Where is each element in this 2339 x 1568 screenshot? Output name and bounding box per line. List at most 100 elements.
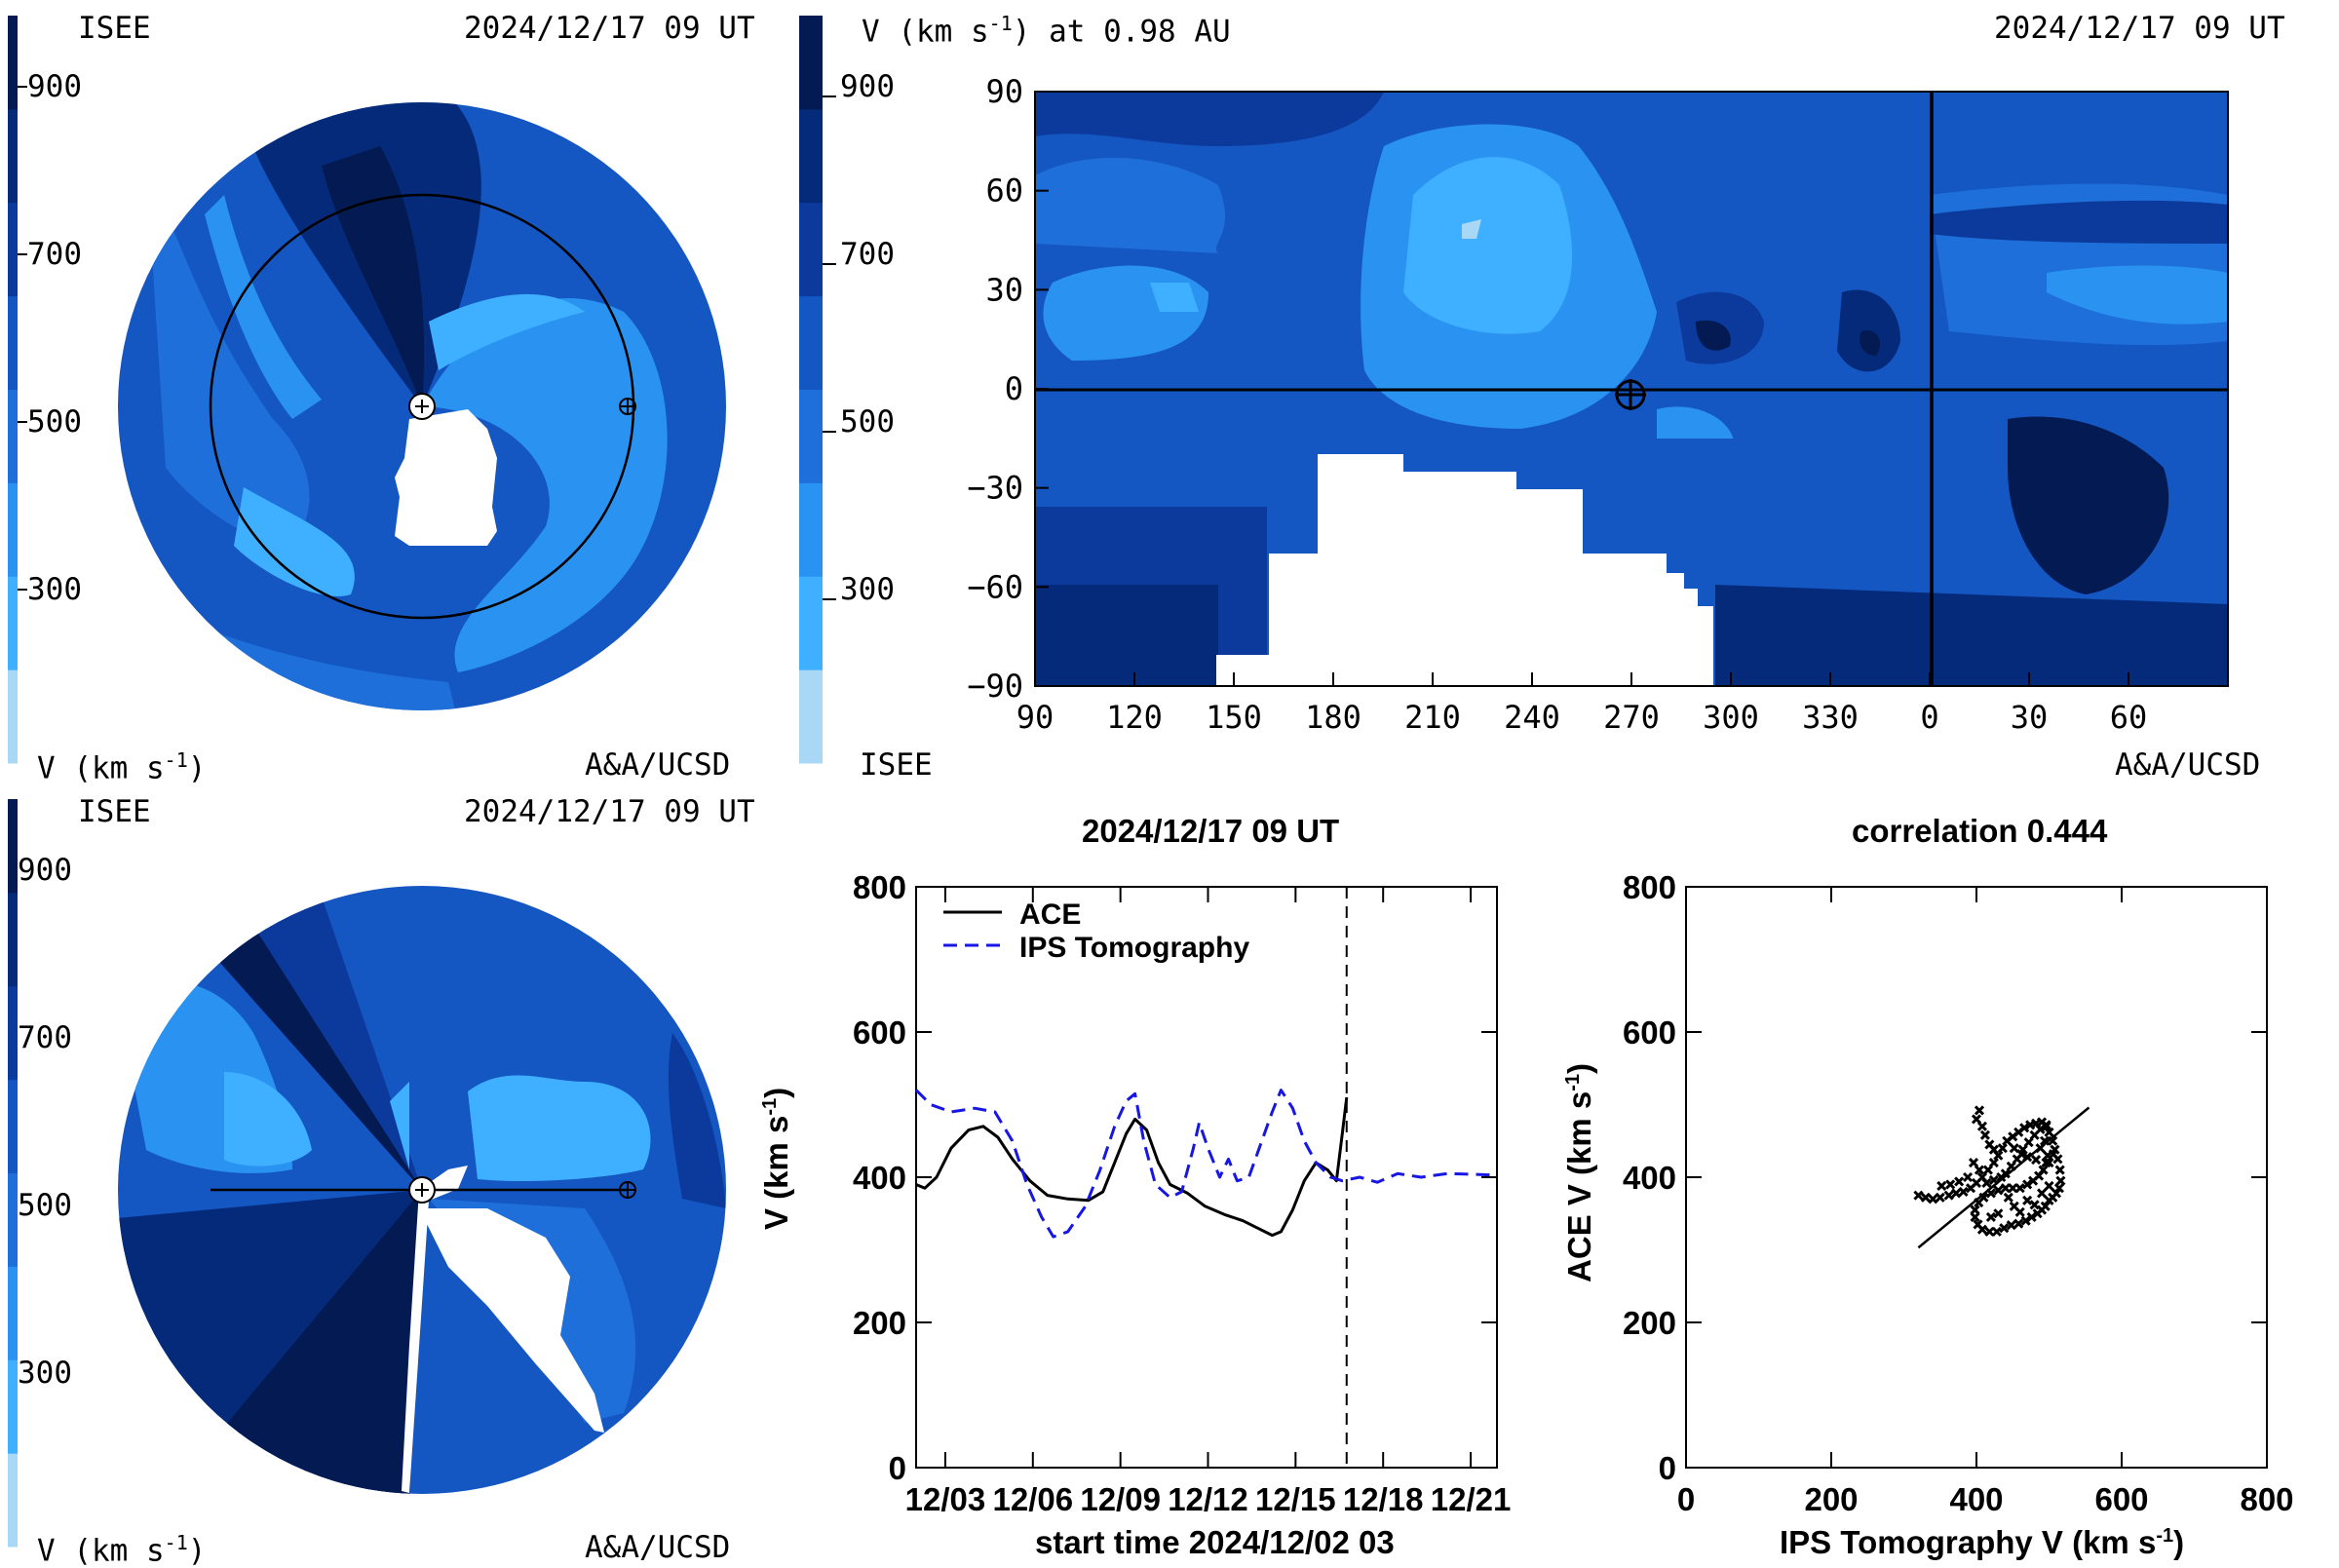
scatter-title: correlation 0.444 xyxy=(1852,813,2108,849)
x-tick-label: 12/15 xyxy=(1255,1481,1336,1517)
tick-mark xyxy=(18,589,27,591)
timeseries-series xyxy=(914,1089,1498,1239)
scatter-frame xyxy=(1685,886,2268,1469)
scatter-point xyxy=(1999,1223,2010,1234)
colorbar-tick-700: 700 xyxy=(27,237,82,272)
scatter-point xyxy=(2044,1158,2054,1168)
lon-tick-label: 210 xyxy=(1404,699,1461,736)
scatter-point xyxy=(2036,1188,2048,1199)
credit-label: A&A/UCSD xyxy=(585,1530,731,1565)
scatter-point xyxy=(1988,1174,1999,1186)
scatter-point xyxy=(1988,1158,1999,1168)
scatter-point xyxy=(2013,1218,2024,1229)
timeseries-xlabel: start time 2024/12/02 03 xyxy=(1035,1524,1395,1560)
org-label: ISEE xyxy=(78,11,151,46)
colorbar-segment xyxy=(8,295,18,390)
scatter-point xyxy=(1993,1208,2004,1219)
colorbar-segment xyxy=(8,669,18,764)
scatter-point xyxy=(2038,1165,2049,1175)
colorbar-segment xyxy=(8,389,18,483)
colorbar-tick-900: 900 xyxy=(27,69,82,104)
y-tick-label: 0 xyxy=(1659,1450,1676,1486)
colorbar-segment xyxy=(799,482,823,577)
timestamp-label: 2024/12/17 09 UT xyxy=(1994,11,2285,46)
scatter-point xyxy=(1974,1105,1985,1116)
lat-tick-label: 60 xyxy=(985,172,1023,210)
x-tick-label: 12/03 xyxy=(905,1481,986,1517)
contour-band xyxy=(1035,157,1226,253)
scatter-point xyxy=(1913,1190,1924,1201)
scatter-point xyxy=(2006,1161,2016,1171)
scatter-point xyxy=(2035,1124,2046,1134)
contour-band xyxy=(1403,157,1573,334)
scatter-point xyxy=(2020,1215,2031,1226)
scatter-point xyxy=(2048,1135,2058,1146)
scatter-point xyxy=(2012,1154,2022,1165)
latitude-ticks: 90 60 30 0 −30 −60 −90 xyxy=(967,73,1049,705)
scatter-point xyxy=(1988,1144,1999,1155)
org-label: ISEE xyxy=(78,794,151,829)
contour-band xyxy=(422,298,668,672)
legend-ace-label: ACE xyxy=(1019,899,1081,931)
scatter-point xyxy=(1945,1179,1956,1190)
scatter-point xyxy=(1993,1185,2004,1196)
y-tick-label: 200 xyxy=(1623,1305,1676,1341)
scatter-point xyxy=(2022,1195,2033,1205)
scatter-point xyxy=(2014,1206,2025,1217)
org-label: ISEE xyxy=(860,747,933,783)
y-tick-label: 800 xyxy=(853,869,906,905)
lon-tick-label: 180 xyxy=(1305,699,1361,736)
scatter-point xyxy=(2035,1143,2046,1154)
colorbar-segment xyxy=(799,669,823,764)
contour-band xyxy=(1035,585,1218,686)
x-tick-label: 12/06 xyxy=(993,1481,1074,1517)
colorbar-segment xyxy=(8,1079,18,1173)
x-tick-label: 800 xyxy=(2240,1481,2293,1517)
scatter-point xyxy=(2055,1175,2066,1186)
lon-tick-label: 90 xyxy=(1016,699,1054,736)
tick-mark xyxy=(823,598,836,600)
lat-tick-label: 90 xyxy=(985,73,1023,110)
contour-band xyxy=(1035,92,1384,146)
credit-label: A&A/UCSD xyxy=(585,747,731,783)
scatter-point xyxy=(1997,1143,2008,1154)
y-tick-label: 200 xyxy=(853,1305,906,1341)
contour-band xyxy=(390,1082,409,1169)
map-title: V (km s-1) at 0.98 AU xyxy=(862,12,1231,50)
lon-tick-label: 300 xyxy=(1703,699,1759,736)
timestamp-label: 2024/12/17 09 UT xyxy=(464,11,755,46)
scatter-point xyxy=(2022,1152,2033,1163)
colorbar-segment xyxy=(8,1453,18,1548)
tick-mark xyxy=(18,421,27,423)
colorbar-tick-500: 500 xyxy=(27,404,82,440)
colorbar-segment xyxy=(8,16,18,110)
lon-tick-label: 240 xyxy=(1504,699,1560,736)
ips-series-line xyxy=(914,1089,1498,1239)
colorbar-segment xyxy=(8,799,18,894)
lat-tick-label: −30 xyxy=(967,470,1023,507)
scatter-point xyxy=(1920,1192,1931,1203)
x-tick-label: 12/12 xyxy=(1168,1481,1248,1517)
colorbar-segment xyxy=(799,576,823,670)
contour-band xyxy=(429,293,585,370)
colorbar-tick-500: 500 xyxy=(840,404,895,440)
x-tick-label: 200 xyxy=(1804,1481,1858,1517)
colorbar-tick-300: 300 xyxy=(18,1356,72,1391)
contour-band xyxy=(2047,265,2228,325)
lon-tick-label: 120 xyxy=(1106,699,1163,736)
scatter-point xyxy=(2044,1127,2054,1137)
colorbar-segment xyxy=(799,295,823,390)
scatter-point xyxy=(1951,1188,1962,1199)
tick-mark xyxy=(18,86,27,88)
colorbar-segment xyxy=(8,1172,18,1267)
y-tick-label: 400 xyxy=(853,1160,906,1196)
colorbar-segment xyxy=(799,16,823,110)
scatter-point xyxy=(2026,1211,2037,1223)
scatter-point xyxy=(1943,1190,1954,1201)
scatter-point xyxy=(2053,1183,2064,1194)
colorbar-tick-300: 300 xyxy=(27,572,82,607)
lat-tick-label: −90 xyxy=(967,668,1023,705)
